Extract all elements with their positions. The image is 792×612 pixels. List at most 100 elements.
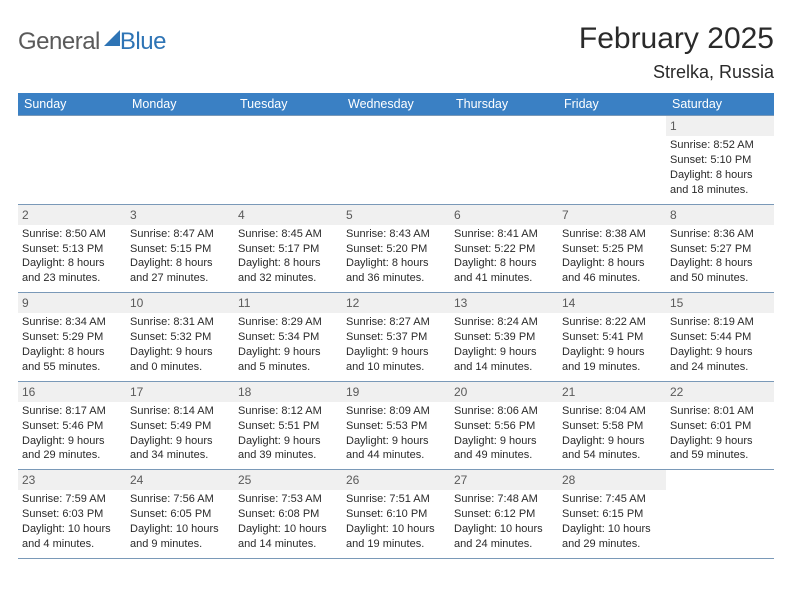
daylight1-text: Daylight: 9 hours [562, 434, 660, 449]
day-cell: 15Sunrise: 8:19 AMSunset: 5:44 PMDayligh… [666, 293, 774, 381]
daylight1-text: Daylight: 9 hours [670, 434, 768, 449]
sunset-text: Sunset: 5:53 PM [346, 419, 444, 434]
sunset-text: Sunset: 6:03 PM [22, 507, 120, 522]
sunrise-text: Sunrise: 8:09 AM [346, 404, 444, 419]
daylight1-text: Daylight: 10 hours [454, 522, 552, 537]
day-cell: 9Sunrise: 8:34 AMSunset: 5:29 PMDaylight… [18, 293, 126, 381]
day-cell: 23Sunrise: 7:59 AMSunset: 6:03 PMDayligh… [18, 470, 126, 558]
daylight2-text: and 49 minutes. [454, 448, 552, 463]
day-number: 5 [342, 205, 450, 225]
day-cell: 2Sunrise: 8:50 AMSunset: 5:13 PMDaylight… [18, 205, 126, 293]
sunrise-text: Sunrise: 8:24 AM [454, 315, 552, 330]
daylight1-text: Daylight: 10 hours [130, 522, 228, 537]
daylight2-text: and 27 minutes. [130, 271, 228, 286]
weekday-header: Saturday [666, 93, 774, 115]
day-number: 11 [234, 293, 342, 313]
day-cell: 1Sunrise: 8:52 AMSunset: 5:10 PMDaylight… [666, 116, 774, 204]
daylight1-text: Daylight: 8 hours [670, 256, 768, 271]
daylight1-text: Daylight: 8 hours [22, 345, 120, 360]
daylight1-text: Daylight: 9 hours [238, 434, 336, 449]
daylight1-text: Daylight: 9 hours [346, 434, 444, 449]
sunset-text: Sunset: 5:22 PM [454, 242, 552, 257]
day-number: 24 [126, 470, 234, 490]
day-number: 26 [342, 470, 450, 490]
sunset-text: Sunset: 5:56 PM [454, 419, 552, 434]
sunrise-text: Sunrise: 8:14 AM [130, 404, 228, 419]
week-row: 23Sunrise: 7:59 AMSunset: 6:03 PMDayligh… [18, 469, 774, 559]
day-cell: 28Sunrise: 7:45 AMSunset: 6:15 PMDayligh… [558, 470, 666, 558]
sunset-text: Sunset: 5:32 PM [130, 330, 228, 345]
daylight2-text: and 44 minutes. [346, 448, 444, 463]
sunset-text: Sunset: 5:44 PM [670, 330, 768, 345]
header: General Blue February 2025 Strelka, Russ… [18, 22, 774, 83]
day-cell: 25Sunrise: 7:53 AMSunset: 6:08 PMDayligh… [234, 470, 342, 558]
sunset-text: Sunset: 5:17 PM [238, 242, 336, 257]
day-cell [342, 116, 450, 204]
sunset-text: Sunset: 5:27 PM [670, 242, 768, 257]
daylight1-text: Daylight: 8 hours [346, 256, 444, 271]
day-number: 19 [342, 382, 450, 402]
daylight2-text: and 18 minutes. [670, 183, 768, 198]
daylight2-text: and 24 minutes. [670, 360, 768, 375]
daylight1-text: Daylight: 9 hours [22, 434, 120, 449]
sunset-text: Sunset: 5:41 PM [562, 330, 660, 345]
sunrise-text: Sunrise: 8:06 AM [454, 404, 552, 419]
weekday-header: Sunday [18, 93, 126, 115]
daylight2-text: and 10 minutes. [346, 360, 444, 375]
logo-triangle-icon [104, 30, 120, 46]
day-cell: 22Sunrise: 8:01 AMSunset: 6:01 PMDayligh… [666, 382, 774, 470]
day-number: 20 [450, 382, 558, 402]
calendar-grid: Sunday Monday Tuesday Wednesday Thursday… [18, 93, 774, 559]
sunrise-text: Sunrise: 8:04 AM [562, 404, 660, 419]
sunrise-text: Sunrise: 8:52 AM [670, 138, 768, 153]
daylight2-text: and 36 minutes. [346, 271, 444, 286]
day-number: 16 [18, 382, 126, 402]
day-number: 18 [234, 382, 342, 402]
weekday-header: Wednesday [342, 93, 450, 115]
daylight2-text: and 23 minutes. [22, 271, 120, 286]
daylight2-text: and 5 minutes. [238, 360, 336, 375]
sunrise-text: Sunrise: 8:36 AM [670, 227, 768, 242]
sunset-text: Sunset: 5:15 PM [130, 242, 228, 257]
weekday-header: Thursday [450, 93, 558, 115]
sunset-text: Sunset: 5:46 PM [22, 419, 120, 434]
day-number: 23 [18, 470, 126, 490]
day-number: 21 [558, 382, 666, 402]
daylight2-text: and 14 minutes. [454, 360, 552, 375]
week-row: 16Sunrise: 8:17 AMSunset: 5:46 PMDayligh… [18, 381, 774, 470]
sunset-text: Sunset: 6:08 PM [238, 507, 336, 522]
day-cell: 20Sunrise: 8:06 AMSunset: 5:56 PMDayligh… [450, 382, 558, 470]
day-number: 2 [18, 205, 126, 225]
sunset-text: Sunset: 6:01 PM [670, 419, 768, 434]
day-cell: 12Sunrise: 8:27 AMSunset: 5:37 PMDayligh… [342, 293, 450, 381]
daylight1-text: Daylight: 10 hours [22, 522, 120, 537]
daylight2-text: and 14 minutes. [238, 537, 336, 552]
day-cell: 19 Sunrise: 8:09 AMSunset: 5:53 PMDayligh… [342, 382, 450, 470]
day-number: 10 [126, 293, 234, 313]
sunrise-text: Sunrise: 8:12 AM [238, 404, 336, 419]
daylight2-text: and 29 minutes. [562, 537, 660, 552]
day-cell: 11Sunrise: 8:29 AMSunset: 5:34 PMDayligh… [234, 293, 342, 381]
day-number: 25 [234, 470, 342, 490]
sunset-text: Sunset: 6:12 PM [454, 507, 552, 522]
day-number: 6 [450, 205, 558, 225]
day-cell: 27Sunrise: 7:48 AMSunset: 6:12 PMDayligh… [450, 470, 558, 558]
daylight2-text: and 19 minutes. [346, 537, 444, 552]
sunrise-text: Sunrise: 8:43 AM [346, 227, 444, 242]
sunrise-text: Sunrise: 7:51 AM [346, 492, 444, 507]
sunset-text: Sunset: 5:58 PM [562, 419, 660, 434]
daylight1-text: Daylight: 8 hours [454, 256, 552, 271]
daylight1-text: Daylight: 9 hours [346, 345, 444, 360]
sunset-text: Sunset: 5:49 PM [130, 419, 228, 434]
daylight1-text: Daylight: 9 hours [562, 345, 660, 360]
logo: General Blue [18, 28, 166, 56]
day-number: 9 [18, 293, 126, 313]
sunset-text: Sunset: 5:51 PM [238, 419, 336, 434]
day-number: 13 [450, 293, 558, 313]
sunset-text: Sunset: 5:34 PM [238, 330, 336, 345]
daylight1-text: Daylight: 9 hours [130, 345, 228, 360]
daylight2-text: and 34 minutes. [130, 448, 228, 463]
week-row: 2Sunrise: 8:50 AMSunset: 5:13 PMDaylight… [18, 204, 774, 293]
day-cell [126, 116, 234, 204]
day-cell: 8Sunrise: 8:36 AMSunset: 5:27 PMDaylight… [666, 205, 774, 293]
